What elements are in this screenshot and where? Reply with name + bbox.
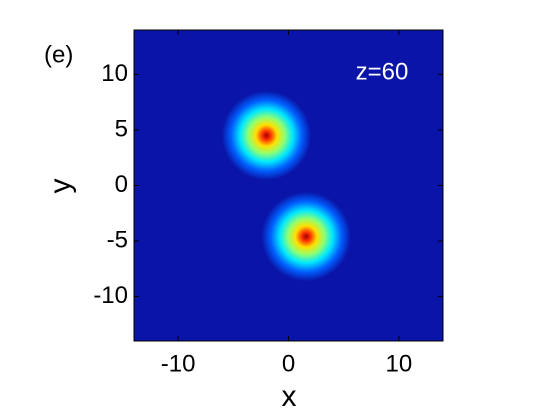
x-axis-label: x: [282, 380, 297, 413]
y-tick-label: -10: [93, 282, 128, 309]
y-axis-label: y: [44, 179, 77, 194]
annotation: z=60: [356, 58, 409, 85]
y-tick-label: -5: [107, 226, 128, 253]
y-tick-label: 0: [115, 171, 128, 198]
x-tick-label: 0: [282, 350, 295, 377]
intensity-peak: [221, 90, 312, 181]
panel-label: (e): [44, 41, 73, 68]
y-tick-label: 5: [115, 115, 128, 142]
plot-background: [134, 30, 443, 341]
x-tick-label: 10: [386, 350, 413, 377]
intensity-peak: [261, 191, 351, 282]
y-tick-label: 10: [101, 60, 128, 87]
x-tick-label: -10: [161, 350, 196, 377]
